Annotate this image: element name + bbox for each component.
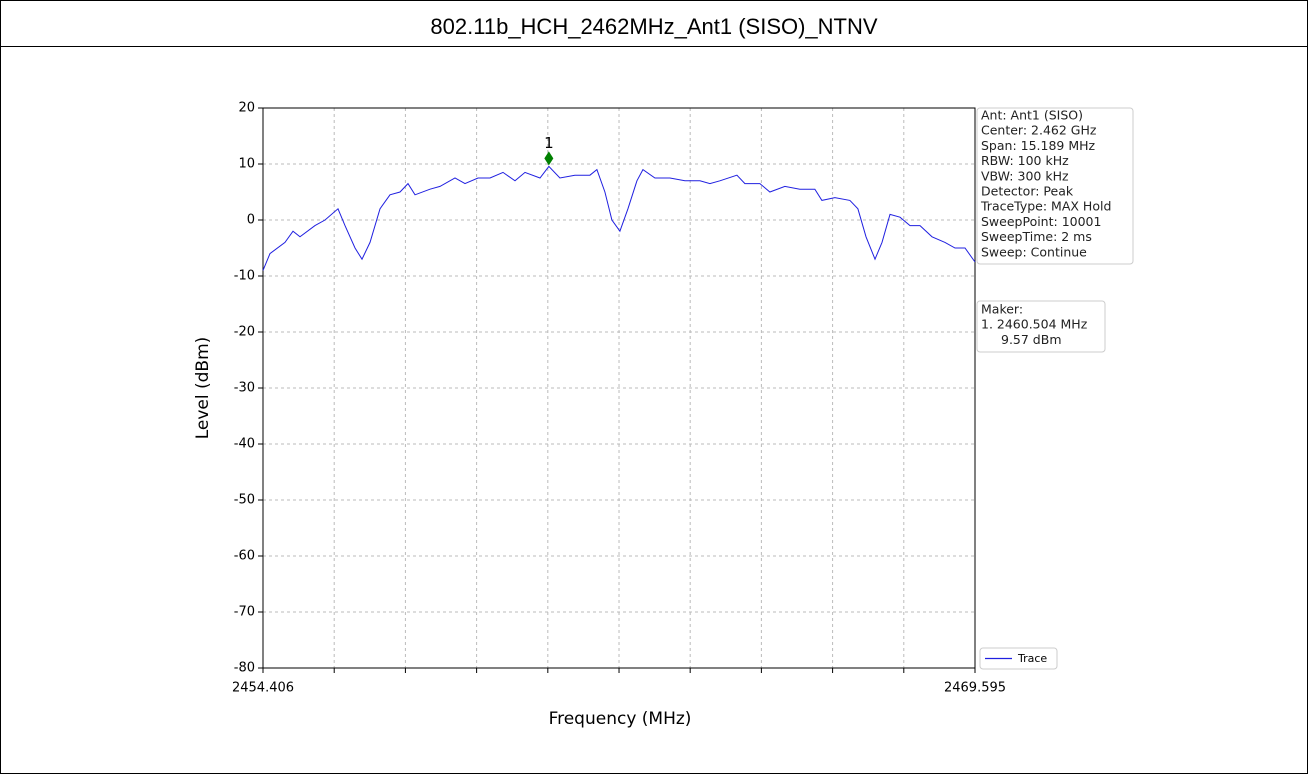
info-line: VBW: 300 kHz [981,168,1069,183]
x-axis-label: Frequency (MHz) [549,709,692,729]
y-tick-label: -10 [234,269,255,284]
info-line: RBW: 100 kHz [981,153,1069,168]
legend-label: Trace [1017,652,1047,665]
info-line: Detector: Peak [981,184,1074,199]
y-tick-label: 20 [238,101,255,116]
y-tick-label: -70 [234,605,255,620]
info-line: SweepTime: 2 ms [981,229,1092,244]
y-tick-label: -40 [234,437,255,452]
peak-marker [544,151,554,166]
marker-line: Maker: [981,302,1023,317]
y-tick-label: -20 [234,325,255,340]
info-line: Sweep: Continue [981,244,1087,259]
info-line: Center: 2.462 GHz [981,123,1097,138]
y-tick-label: -30 [234,381,255,396]
info-box [976,107,1134,265]
info-line: TraceType: MAX Hold [980,199,1111,214]
legend-box [979,647,1058,670]
y-tick-label: 10 [238,157,255,172]
marker-box [976,300,1106,353]
plot-frame [262,107,976,669]
trace-line [262,165,976,271]
marker-line: 1. 2460.504 MHz [981,317,1088,332]
x-tick-label: 2454.406 [232,681,294,696]
y-tick-label: 0 [247,213,255,228]
y-tick-label: -80 [234,661,255,676]
y-tick-label: -50 [234,493,255,508]
y-axis-label: Level (dBm) [193,337,213,440]
y-tick-label: -60 [234,549,255,564]
info-line: Span: 15.189 MHz [981,138,1096,153]
chart-title: 802.11b_HCH_2462MHz_Ant1 (SISO)_NTNV [430,14,877,39]
marker-line: 9.57 dBm [1001,332,1062,347]
x-tick-label: 2469.595 [944,681,1006,696]
info-line: Ant: Ant1 (SISO) [981,108,1083,123]
marker-label: 1 [544,134,554,152]
info-line: SweepPoint: 10001 [981,214,1101,229]
